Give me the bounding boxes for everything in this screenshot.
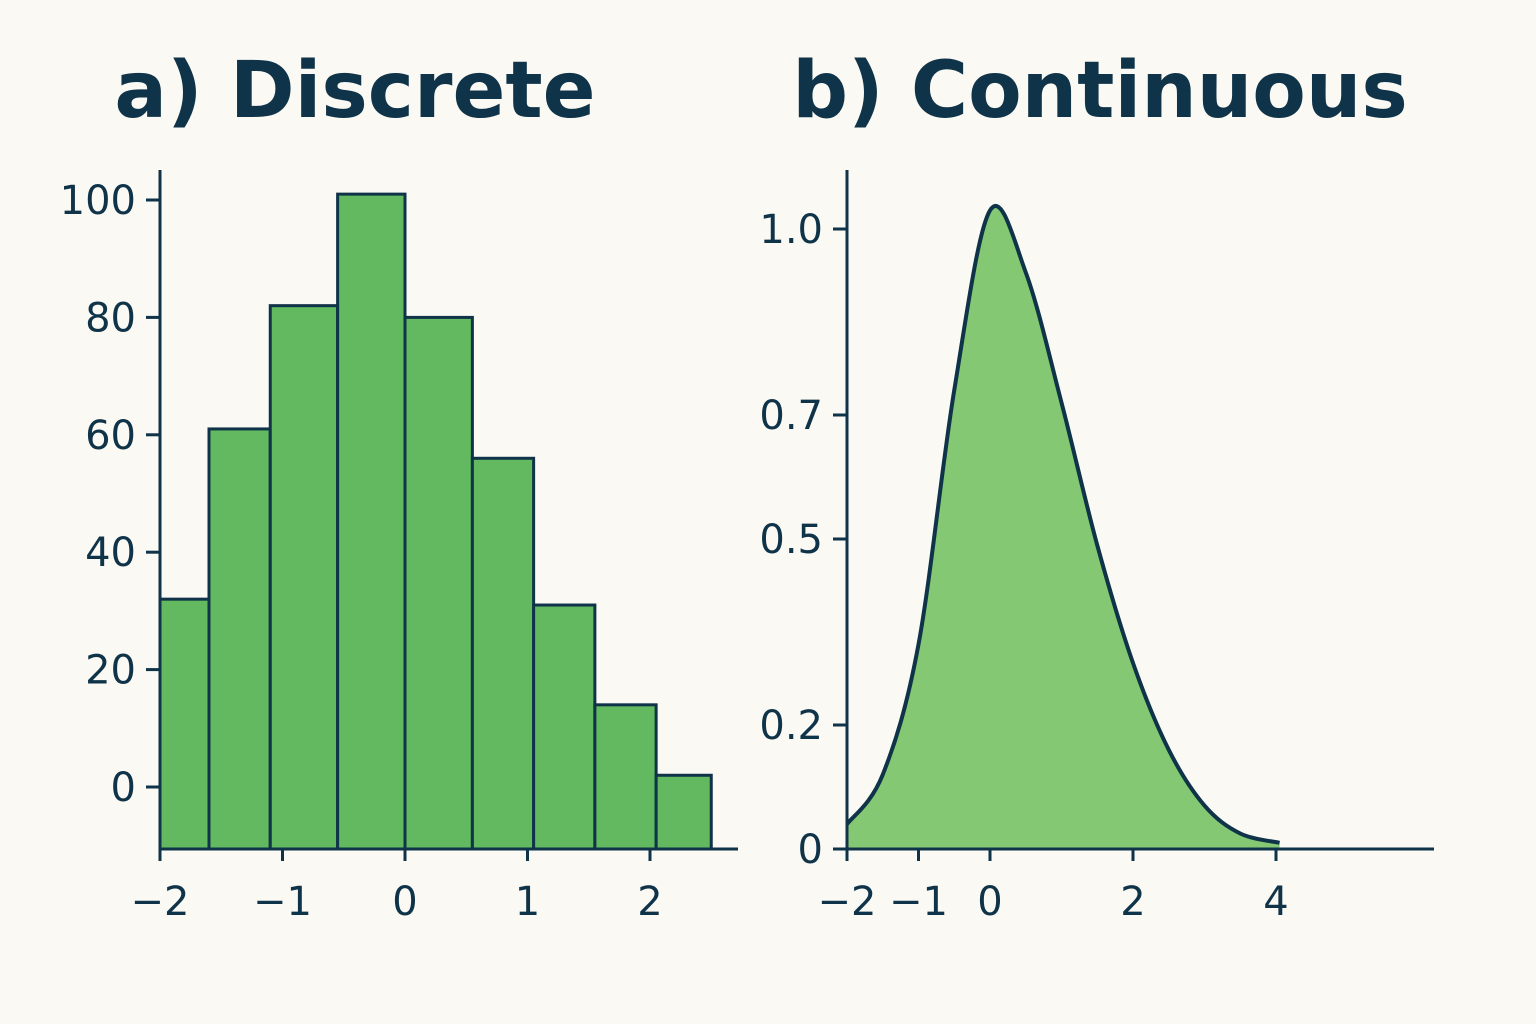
- chart-a-discrete: 0 20 40 60 80 100 −2 −1 0 1 2: [60, 170, 738, 925]
- chart-b-y-tick-label: 1.0: [759, 207, 823, 253]
- chart-b-x-tick-label: 0: [977, 879, 1002, 925]
- chart-a-x-tick-label: 0: [392, 879, 417, 925]
- chart-a-x-tick-label: −2: [131, 879, 190, 925]
- chart-a-x-tick-label: 1: [515, 879, 540, 925]
- chart-a-y-tick-label: 80: [85, 295, 136, 341]
- chart-a-bar-3: [336, 192, 407, 851]
- chart-b-y-tick-label: 0.2: [759, 703, 823, 749]
- chart-a-bar-4: [403, 315, 474, 851]
- chart-b-y-tick-label: 0.5: [759, 517, 823, 563]
- chart-a-y-tick-label: 0: [111, 765, 136, 811]
- chart-a-x-tick-label: −1: [253, 879, 312, 925]
- chart-a-y-tick-label: 100: [60, 178, 136, 224]
- chart-a-bar-2: [268, 304, 340, 851]
- chart-a-x-tick-label: 2: [637, 879, 662, 925]
- chart-b-x-tick-label: −1: [889, 879, 948, 925]
- chart-a-bar-8: [654, 773, 713, 851]
- chart-b-x-tick-label: 4: [1263, 879, 1288, 925]
- chart-b-density-curve: [845, 204, 1281, 845]
- chart-a-bar-0: [158, 597, 211, 851]
- chart-b-y-tick-label: 0: [798, 827, 823, 873]
- chart-b-y-tick-label: 0.7: [759, 393, 823, 439]
- chart-a-bar-7: [593, 703, 658, 851]
- chart-b-area-fill: [847, 205, 1280, 849]
- chart-b-continuous: 0 0.2 0.5 0.7 1.0 −2 −1 0 2 4: [759, 170, 1434, 925]
- chart-a-y-tick-label: 60: [85, 413, 136, 459]
- chart-a-bar-6: [532, 603, 597, 851]
- chart-a-title: a) Discrete: [114, 46, 595, 136]
- chart-a-bar-5: [470, 456, 536, 851]
- chart-a-bar-1: [207, 427, 272, 851]
- chart-b-title: b) Continuous: [792, 46, 1408, 136]
- chart-a-y-tick-label: 20: [85, 648, 136, 694]
- chart-b-x-tick-label: −2: [818, 879, 877, 925]
- chart-b-x-tick-label: 2: [1120, 879, 1145, 925]
- chart-a-y-tick-label: 40: [85, 530, 136, 576]
